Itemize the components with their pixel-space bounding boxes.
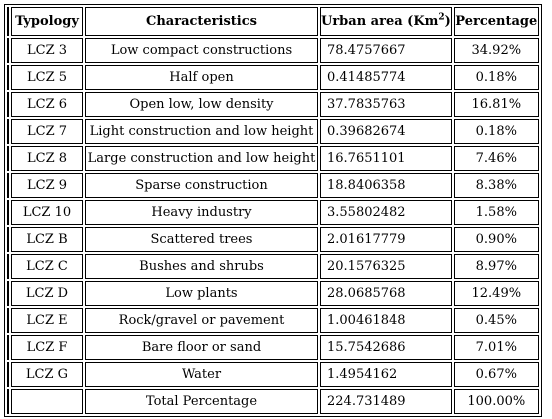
- cell-characteristics: Low plants: [85, 281, 318, 306]
- table-body: LCZ 3 Low compact constructions 78.4757667…: [7, 38, 539, 414]
- cell-characteristics: Open low, low density: [85, 92, 318, 117]
- cell-urban-area: 18.8406358: [320, 173, 452, 198]
- header-urban-area: Urban area (Km2): [320, 7, 452, 36]
- cell-percentage: 0.45%: [453, 308, 539, 333]
- table-row: LCZ 3 Low compact constructions 78.4757667…: [7, 38, 539, 63]
- table-row: LCZ B Scattered trees 2.01617779 0.90%: [7, 227, 539, 252]
- header-urban-area-close: ): [444, 14, 451, 29]
- table-row: LCZ D Low plants 28.0685768 12.49%: [7, 281, 539, 306]
- lcz-table: Typology Characteristics Urban area (Km2…: [4, 4, 542, 417]
- header-percentage: Percentage: [453, 7, 539, 36]
- cell-typology: LCZ D: [11, 281, 83, 306]
- table-row: LCZ 9 Sparse construction 18.8406358 8.38%: [7, 173, 539, 198]
- cell-urban-area: 1.00461848: [320, 308, 452, 333]
- cell-urban-area: 20.1576325: [320, 254, 452, 279]
- cell-typology: LCZ 3: [11, 38, 83, 63]
- row-spacer: [7, 92, 9, 117]
- cell-characteristics: Light construction and low height: [85, 119, 318, 144]
- cell-characteristics: Total Percentage: [85, 389, 318, 414]
- cell-percentage: 12.49%: [453, 281, 539, 306]
- cell-percentage: 0.18%: [453, 119, 539, 144]
- cell-characteristics: Water: [85, 362, 318, 387]
- table-row: LCZ G Water 1.4954162 0.67%: [7, 362, 539, 387]
- header-urban-area-text: Urban area (Km: [321, 14, 439, 29]
- table-row: LCZ C Bushes and shrubs 20.1576325 8.97%: [7, 254, 539, 279]
- cell-characteristics: Bushes and shrubs: [85, 254, 318, 279]
- table-row: LCZ 6 Open low, low density 37.7835763 16.8…: [7, 92, 539, 117]
- cell-urban-area: 37.7835763: [320, 92, 452, 117]
- cell-characteristics: Bare floor or sand: [85, 335, 318, 360]
- cell-urban-area: 2.01617779: [320, 227, 452, 252]
- cell-typology: LCZ 6: [11, 92, 83, 117]
- row-spacer: [7, 254, 9, 279]
- table-row: LCZ 7 Light construction and low height 0.…: [7, 119, 539, 144]
- table-row: LCZ 8 Large construction and low height 16…: [7, 146, 539, 171]
- table-row: LCZ E Rock/gravel or pavement 1.00461848 0.…: [7, 308, 539, 333]
- row-spacer: [7, 200, 9, 225]
- cell-typology: LCZ F: [11, 335, 83, 360]
- total-row: Total Percentage 224.731489 100.00%: [7, 389, 539, 414]
- header-characteristics: Characteristics: [85, 7, 318, 36]
- row-spacer: [7, 308, 9, 333]
- cell-characteristics: Low compact constructions: [85, 38, 318, 63]
- cell-typology: LCZ 8: [11, 146, 83, 171]
- cell-typology: LCZ G: [11, 362, 83, 387]
- header-urban-area-superscript: 2: [438, 12, 445, 23]
- table-row: LCZ F Bare floor or sand 15.7542686 7.01%: [7, 335, 539, 360]
- cell-urban-area: 16.7651101: [320, 146, 452, 171]
- cell-characteristics: Large construction and low height: [85, 146, 318, 171]
- cell-typology: LCZ E: [11, 308, 83, 333]
- cell-urban-area: 15.7542686: [320, 335, 452, 360]
- cell-typology: LCZ B: [11, 227, 83, 252]
- cell-percentage: 0.67%: [453, 362, 539, 387]
- cell-urban-area: 28.0685768: [320, 281, 452, 306]
- cell-percentage: 7.01%: [453, 335, 539, 360]
- cell-urban-area: 78.4757667: [320, 38, 452, 63]
- cell-typology: LCZ 9: [11, 173, 83, 198]
- cell-urban-area: 3.55802482: [320, 200, 452, 225]
- cell-percentage: 34.92%: [453, 38, 539, 63]
- cell-characteristics: Rock/gravel or pavement: [85, 308, 318, 333]
- cell-percentage: 1.58%: [453, 200, 539, 225]
- header-spacer: [7, 7, 9, 36]
- cell-typology: LCZ 5: [11, 65, 83, 90]
- cell-percentage: 0.90%: [453, 227, 539, 252]
- cell-urban-area: 1.4954162: [320, 362, 452, 387]
- cell-characteristics: Sparse construction: [85, 173, 318, 198]
- cell-urban-area: 0.41485774: [320, 65, 452, 90]
- cell-percentage: 8.97%: [453, 254, 539, 279]
- row-spacer: [7, 281, 9, 306]
- row-spacer: [7, 65, 9, 90]
- cell-percentage: 8.38%: [453, 173, 539, 198]
- cell-percentage: 100.00%: [453, 389, 539, 414]
- row-spacer: [7, 119, 9, 144]
- header-typology: Typology: [11, 7, 83, 36]
- cell-characteristics: Scattered trees: [85, 227, 318, 252]
- row-spacer: [7, 173, 9, 198]
- row-spacer: [7, 362, 9, 387]
- cell-urban-area: 0.39682674: [320, 119, 452, 144]
- cell-typology: LCZ 7: [11, 119, 83, 144]
- cell-characteristics: Half open: [85, 65, 318, 90]
- table-row: LCZ 5 Half open 0.41485774 0.18%: [7, 65, 539, 90]
- cell-urban-area: 224.731489: [320, 389, 452, 414]
- table-row: LCZ 10 Heavy industry 3.55802482 1.58%: [7, 200, 539, 225]
- cell-percentage: 0.18%: [453, 65, 539, 90]
- row-spacer: [7, 227, 9, 252]
- row-spacer: [7, 146, 9, 171]
- row-spacer: [7, 389, 9, 414]
- cell-typology: LCZ 10: [11, 200, 83, 225]
- row-spacer: [7, 335, 9, 360]
- cell-percentage: 16.81%: [453, 92, 539, 117]
- cell-typology: LCZ C: [11, 254, 83, 279]
- cell-percentage: 7.46%: [453, 146, 539, 171]
- header-row: Typology Characteristics Urban area (Km2…: [7, 7, 539, 36]
- cell-characteristics: Heavy industry: [85, 200, 318, 225]
- row-spacer: [7, 38, 9, 63]
- cell-typology: [11, 389, 83, 414]
